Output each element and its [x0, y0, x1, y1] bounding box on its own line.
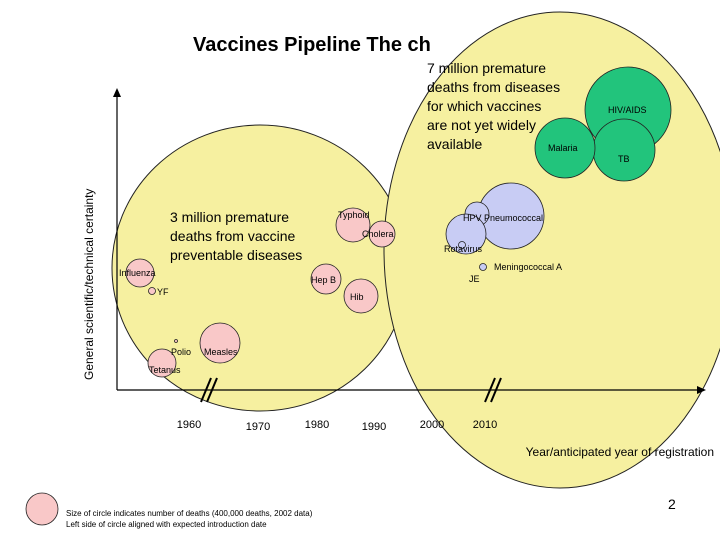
bubble-meningococcal-a: [479, 263, 487, 271]
label-malaria: Malaria: [548, 143, 578, 153]
label-hpv: HPV: [463, 213, 482, 223]
bubble-typhoid: [335, 207, 371, 243]
unmet-line-4: are not yet widely: [427, 117, 536, 133]
x-axis-arrow: [697, 386, 706, 394]
bubble-polio: [174, 339, 178, 343]
label-tetanus: Tetanus: [149, 365, 181, 375]
x-tick-2000: 2000: [420, 419, 444, 431]
x-tick-labels: 1960 1970 1980 1990 2000 2010: [177, 419, 497, 433]
size-legend-line-1: Size of circle indicates number of death…: [66, 509, 313, 518]
x-tick-1960: 1960: [177, 419, 201, 431]
bubble-rotavirus: [445, 213, 487, 255]
label-yf: YF: [157, 287, 169, 297]
preventable-line-2: deaths from vaccine: [170, 228, 295, 244]
label-typhoid: Typhoid: [338, 210, 370, 220]
bubble-hib: [343, 278, 379, 314]
bubble-cholera: [368, 220, 396, 248]
y-axis-label: General scientific/technical certainty: [82, 189, 96, 380]
x-tick-1970: 1970: [246, 421, 270, 433]
x-tick-1980: 1980: [305, 419, 329, 431]
bubble-yf: [148, 287, 156, 295]
size-legend-circle: [25, 492, 59, 526]
label-hepb: Hep B: [311, 275, 336, 285]
x-tick-2010: 2010: [473, 419, 497, 431]
label-polio: Polio: [171, 347, 191, 357]
unmet-line-3: for which vaccines: [427, 98, 541, 114]
bubble-hepb: [310, 263, 342, 295]
page-number: 2: [668, 496, 676, 512]
label-cholera: Cholera: [362, 229, 394, 239]
slide-title: Vaccines Pipeline The ch: [193, 34, 431, 56]
unmet-need-annotation: 7 million premature deaths from diseases…: [427, 60, 560, 152]
bubble-measles: [199, 322, 241, 364]
unmet-line-1: 7 million premature: [427, 60, 546, 76]
label-measles: Measles: [204, 347, 238, 357]
bubble-tb: [592, 118, 656, 182]
label-influenza: Influenza: [119, 268, 156, 278]
x-axis-label: Year/anticipated year of registration: [526, 445, 714, 459]
label-je: JE: [469, 274, 480, 284]
axis-break-1960: [200, 377, 218, 403]
label-hiv-aids: HIV/AIDS: [608, 105, 647, 115]
size-legend-line-2: Left side of circle aligned with expecte…: [66, 520, 267, 529]
bubble-influenza: [125, 258, 155, 288]
y-axis-arrow: [113, 88, 121, 97]
label-rotavirus: Rotavirus: [444, 244, 483, 254]
axis-break-2010: [484, 377, 502, 403]
label-hib: Hib: [350, 292, 364, 302]
preventable-line-3: preventable diseases: [170, 247, 302, 263]
bubble-je: [458, 241, 466, 249]
unmet-line-5: available: [427, 136, 482, 152]
label-meningococcal-a: Meningococcal A: [494, 262, 562, 272]
label-tb: TB: [618, 154, 630, 164]
label-pneumococcal: Pneumococcal: [484, 213, 543, 223]
bubble-malaria: [534, 117, 596, 179]
unmet-line-2: deaths from diseases: [427, 79, 560, 95]
x-tick-1990: 1990: [362, 421, 386, 433]
preventable-annotation: 3 million premature deaths from vaccine …: [170, 209, 302, 263]
bubble-tetanus: [147, 348, 177, 378]
preventable-line-1: 3 million premature: [170, 209, 289, 225]
